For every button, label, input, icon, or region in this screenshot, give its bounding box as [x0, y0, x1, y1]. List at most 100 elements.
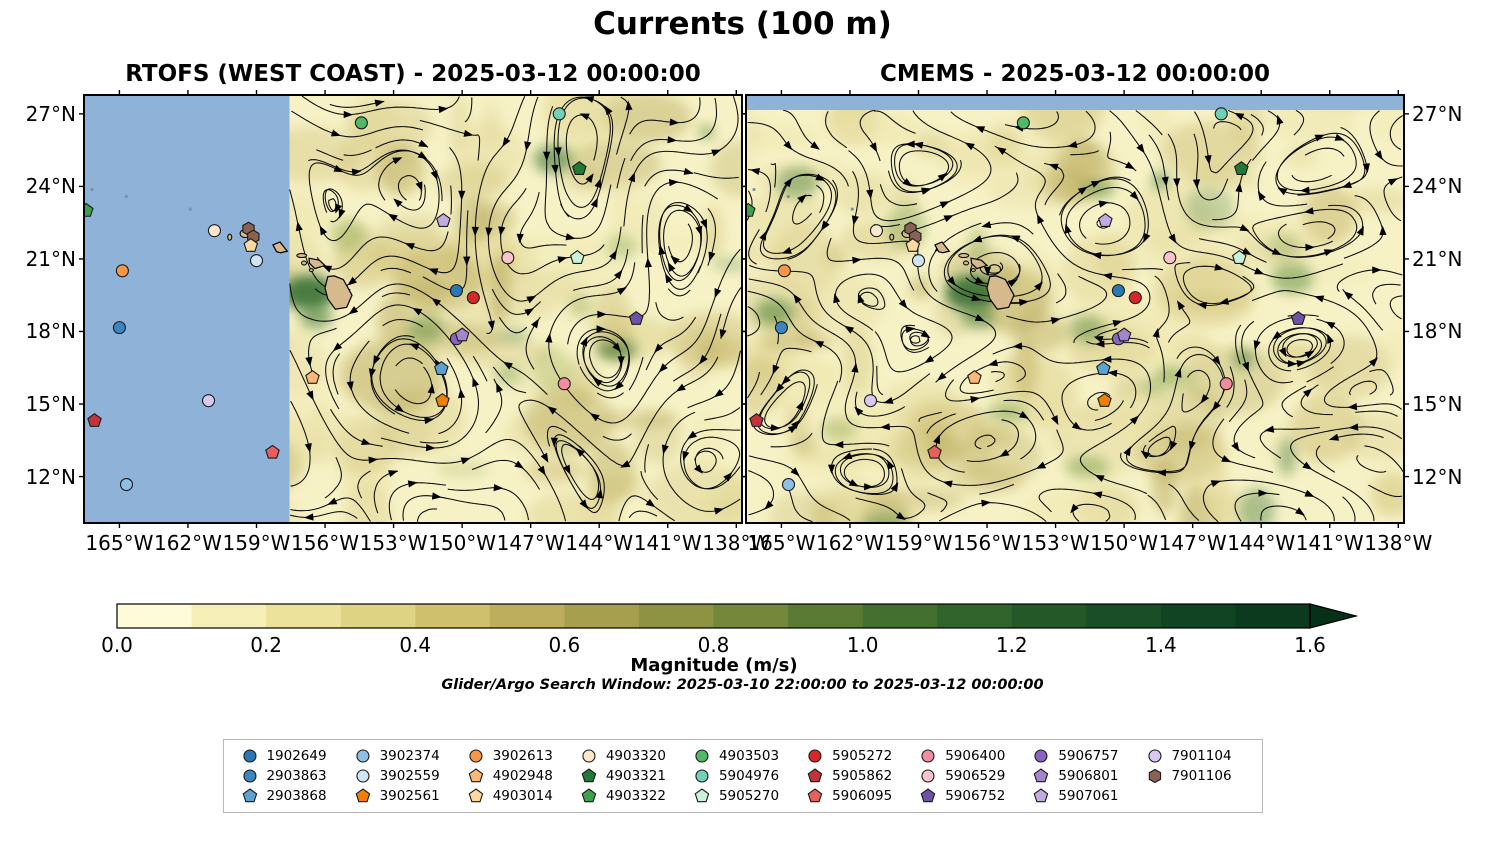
legend-item: 3902613 [460, 747, 573, 765]
lon-tick-label: 141°W [1295, 531, 1364, 555]
float-marker-icon [356, 769, 370, 783]
legend-item-label: 4903322 [605, 788, 666, 804]
islet-speck [786, 194, 790, 199]
panel-title-cmems: CMEMS - 2025-03-12 00:00:00 [879, 61, 1271, 87]
legend-item-label: 3902561 [379, 788, 440, 804]
float-marker [468, 788, 483, 803]
float-marker [1148, 768, 1161, 784]
island [227, 233, 233, 241]
float-marker [1147, 749, 1161, 763]
legend-item: 4903503 [686, 747, 799, 765]
colorbar [116, 603, 1359, 629]
float-marker [434, 361, 449, 375]
legend-item-label: 4902948 [492, 768, 553, 784]
legend-item: 2903868 [233, 787, 346, 805]
float-marker [808, 749, 822, 763]
float-marker-icon [242, 788, 257, 803]
float-marker [557, 377, 571, 391]
float-marker [356, 749, 370, 763]
float-marker [1290, 310, 1306, 325]
lon-tick-label: 138°W [702, 531, 771, 555]
float-marker [1111, 284, 1125, 298]
legend-item-label: 5907061 [1058, 788, 1119, 804]
legend-item: 5907061 [1025, 787, 1138, 805]
lat-tick-label: 12°N [1412, 464, 1463, 489]
legend-item-label: 5905272 [832, 748, 893, 764]
float-marker [1034, 749, 1048, 763]
float-marker [781, 478, 796, 492]
legend-item: 5904976 [686, 767, 799, 785]
float-marker [1096, 361, 1111, 375]
float-marker [869, 224, 884, 238]
colorbar-tick-label: 1.2 [995, 633, 1028, 657]
lat-tick-label: 24°N [1412, 174, 1463, 199]
island [308, 268, 314, 273]
map-panel-rtofs [79, 90, 747, 528]
lon-tick-label: 138°W [1364, 531, 1433, 555]
float-marker [249, 254, 264, 268]
lon-tick-label: 153°W [359, 531, 428, 555]
island [296, 253, 308, 259]
float-marker [967, 369, 982, 384]
island [963, 260, 970, 266]
lon-tick-label: 165°W [747, 531, 816, 555]
float-marker [807, 788, 823, 803]
lat-tick-label: 27°N [25, 101, 76, 126]
float-marker [1034, 788, 1049, 803]
colorbar-tick-label: 0.8 [697, 633, 730, 657]
legend-item: 5906095 [799, 787, 912, 805]
legend-item-label: 7901106 [1171, 768, 1232, 784]
lon-tick-label: 147°W [496, 531, 565, 555]
lon-tick-label: 147°W [1158, 531, 1227, 555]
float-marker [1097, 392, 1112, 407]
float-marker-icon [1034, 768, 1049, 783]
float-marker-icon [920, 788, 936, 803]
legend-item-label: 7901104 [1171, 748, 1232, 764]
float-marker-icon [356, 749, 370, 763]
colorbar-label: Magnitude (m/s) [630, 655, 798, 676]
float-marker-icon [469, 749, 483, 763]
lon-tick-label: 156°W [953, 531, 1021, 555]
map-content [84, 95, 742, 523]
float-marker [449, 284, 463, 298]
legend-item: 5906757 [1025, 747, 1138, 765]
float-marker [694, 788, 710, 803]
legend-item: 4903014 [460, 787, 573, 805]
streamlines [288, 95, 742, 522]
colorbar-tick-label: 0.6 [548, 633, 581, 657]
search-window-subtitle: Glider/Argo Search Window: 2025-03-10 22… [441, 677, 1044, 693]
legend-item: 2903863 [233, 767, 346, 785]
legend-item: 4903321 [573, 767, 686, 785]
float-marker [87, 413, 102, 427]
panel-title-rtofs: RTOFS (WEST COAST) - 2025-03-12 00:00:00 [125, 61, 701, 87]
islet-speck [850, 207, 854, 211]
legend-item-label: 4903503 [718, 748, 780, 764]
lon-tick-label: 144°W [1227, 531, 1296, 555]
float-marker-icon [355, 788, 370, 803]
float-marker [921, 769, 935, 783]
float-marker-icon [1148, 768, 1161, 784]
legend-item: 5905862 [799, 767, 912, 785]
float-marker [1128, 291, 1142, 305]
island [301, 260, 308, 266]
float-marker-icon [695, 749, 709, 763]
float-marker-icon [1147, 749, 1161, 763]
float-marker [777, 264, 791, 278]
colorbar-extend-arrow [1309, 603, 1359, 629]
float-marker [201, 394, 216, 408]
float-marker [581, 768, 597, 783]
legend-item: 5905272 [799, 747, 912, 765]
legend-item: 5906752 [912, 787, 1025, 805]
lat-tick-label: 21°N [1412, 246, 1463, 271]
legend-item-label: 3902613 [492, 748, 553, 764]
float-marker [1231, 250, 1247, 264]
float-marker-icon [807, 768, 823, 783]
float-markers [84, 107, 644, 492]
legend-item: 1902649 [233, 747, 346, 765]
legend-item-label: 5906529 [945, 768, 1006, 784]
lat-tick-label: 21°N [25, 246, 76, 271]
legend-item-label: 1902649 [266, 748, 327, 764]
float-marker [1098, 213, 1113, 227]
legend-item-label: 5904976 [718, 768, 780, 784]
island [970, 268, 976, 273]
